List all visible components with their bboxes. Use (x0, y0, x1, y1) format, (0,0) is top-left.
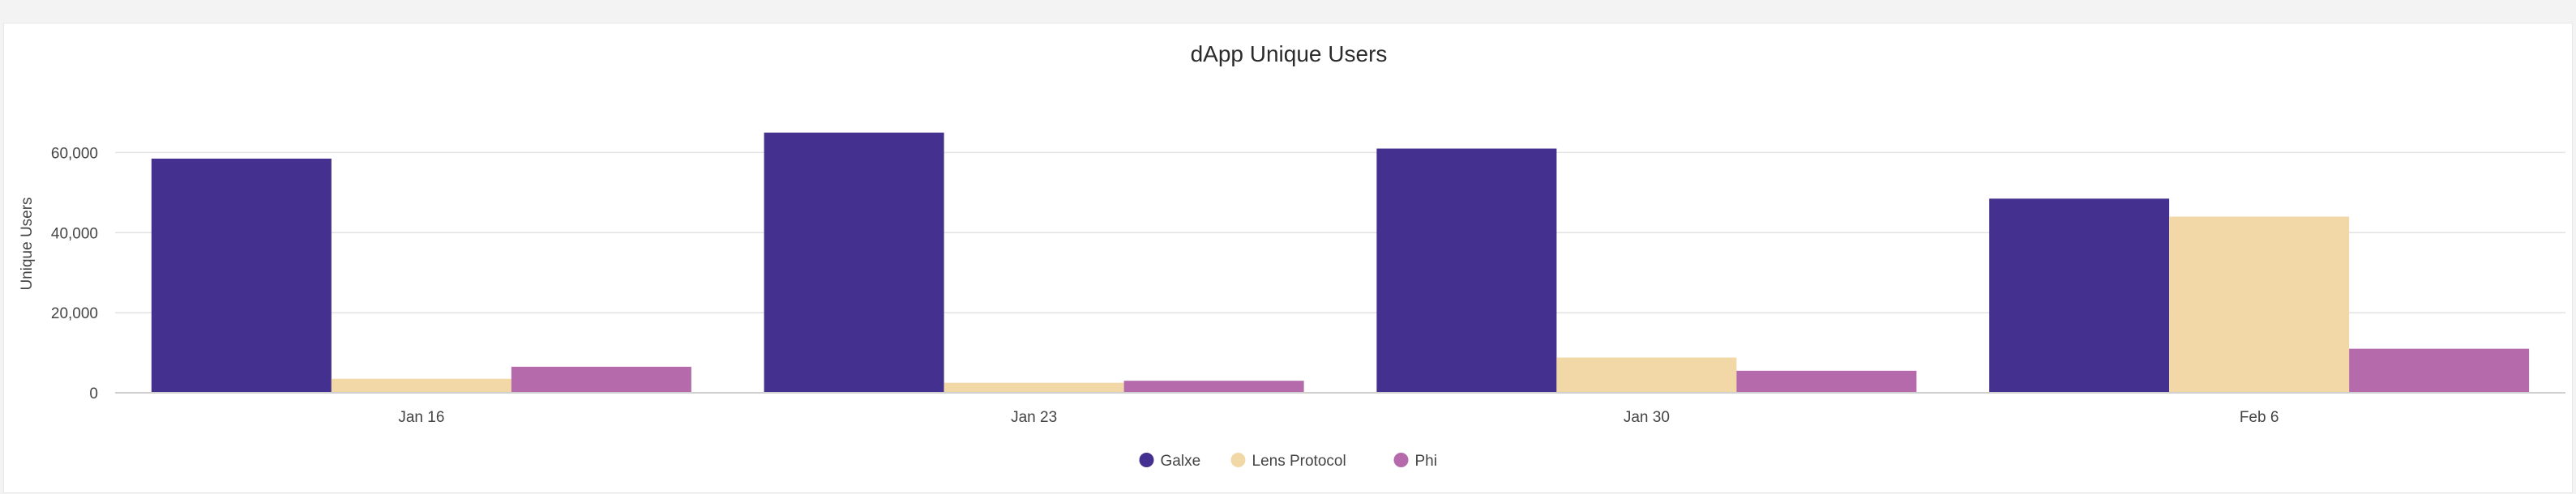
legend-label: Lens Protocol (1252, 453, 1346, 470)
bar-chart: dApp Unique Users 0 20,000 40,000 60,000 Un… (19, 41, 2565, 470)
legend-item[interactable]: Galxe (1139, 453, 1201, 470)
bar-galxe[interactable] (1376, 148, 1557, 393)
bar-phi[interactable] (1736, 370, 1917, 393)
x-tick-label: Feb 6 (2240, 409, 2279, 426)
bar-galxe[interactable] (1989, 198, 2170, 393)
y-tick-label: 0 (89, 385, 98, 402)
bar-lens-protocol[interactable] (331, 378, 511, 393)
chart-card: dApp Unique Users 0 20,000 40,000 60,000 Un… (3, 23, 2573, 493)
bar-phi[interactable] (1123, 381, 1304, 393)
legend-item[interactable]: Lens Protocol (1230, 453, 1346, 470)
bar-phi[interactable] (2349, 348, 2530, 393)
y-tick-label: 20,000 (51, 305, 98, 322)
bar-phi[interactable] (511, 366, 691, 393)
y-tick-label: 60,000 (51, 145, 98, 162)
bar-galxe[interactable] (764, 132, 944, 393)
legend-marker (1230, 453, 1246, 467)
legend: Galxe Lens Protocol Phi (1139, 453, 1437, 470)
legend-marker (1139, 453, 1154, 467)
bars (151, 132, 2530, 394)
bar-lens-protocol[interactable] (1556, 357, 1737, 393)
bar-galxe[interactable] (151, 158, 332, 394)
y-tick-label: 40,000 (51, 225, 98, 242)
bar-lens-protocol[interactable] (2169, 216, 2350, 393)
y-axis-ticks: 0 20,000 40,000 60,000 (51, 145, 98, 402)
legend-marker (1393, 453, 1409, 467)
x-tick-label: Jan 16 (398, 409, 444, 426)
legend-item[interactable]: Phi (1393, 453, 1437, 470)
y-axis-label: Unique Users (19, 197, 36, 290)
legend-label: Phi (1415, 453, 1437, 470)
x-axis-ticks: Jan 16 Jan 23 Jan 30 Feb 6 (398, 409, 2279, 426)
x-tick-label: Jan 23 (1011, 409, 1057, 426)
bar-lens-protocol[interactable] (944, 382, 1124, 393)
x-tick-label: Jan 30 (1624, 409, 1670, 426)
chart-title: dApp Unique Users (1191, 41, 1388, 66)
legend-label: Galxe (1161, 453, 1201, 470)
